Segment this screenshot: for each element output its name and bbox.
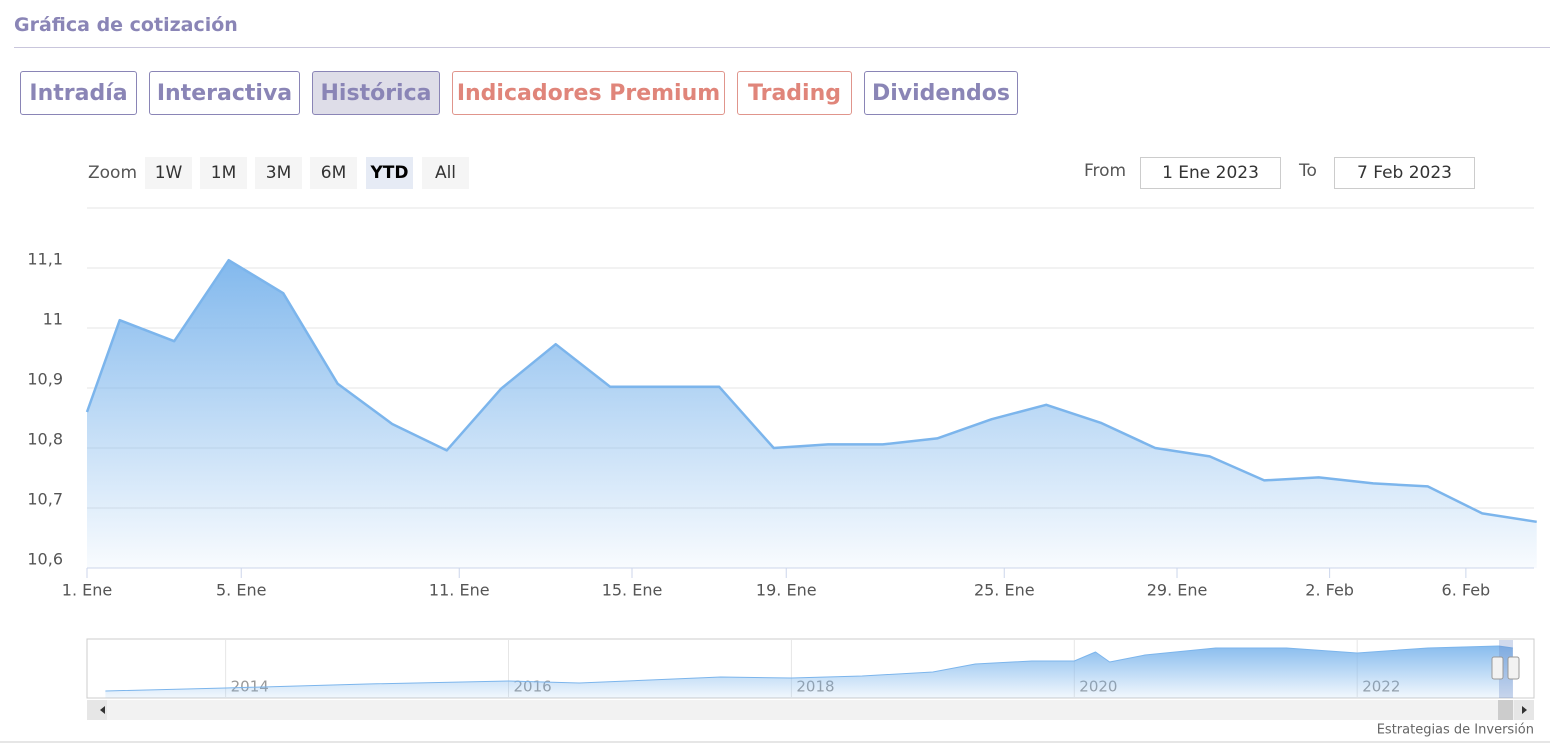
scroll-left[interactable]	[87, 700, 107, 720]
x-tick-label: 11. Ene	[429, 581, 490, 600]
y-tick-label: 10,9	[27, 370, 63, 389]
tab[interactable]: Trading	[737, 71, 852, 115]
x-tick-label: 6. Feb	[1442, 581, 1491, 600]
handle[interactable]	[1491, 656, 1504, 680]
arrow-right	[1522, 706, 1527, 714]
x-tick-label: 25. Ene	[974, 581, 1035, 600]
credit: Estrategias de Inversión	[1377, 723, 1534, 738]
from-input[interactable]: 1 Ene 2023	[1140, 157, 1281, 189]
tab[interactable]: Interactiva	[149, 71, 300, 115]
from-label: From	[1084, 161, 1127, 181]
navigator-window[interactable]	[1499, 640, 1513, 698]
line	[85, 258, 1537, 524]
area	[105, 646, 1513, 698]
to-label: To	[1299, 161, 1317, 181]
divider	[14, 47, 1550, 48]
zoom-button[interactable]: 1W	[145, 157, 192, 189]
scrollbar[interactable]	[87, 700, 1534, 720]
section-title: Gráfica de cotización	[14, 14, 238, 36]
x-tick-label: 5. Ene	[216, 581, 266, 600]
zoom-button[interactable]: All	[422, 157, 469, 189]
zoom-button[interactable]: 6M	[310, 157, 357, 189]
zoom-button[interactable]: YTD	[366, 157, 413, 189]
zoom-label: Zoom	[88, 163, 138, 183]
x-tick-label: 19. Ene	[756, 581, 817, 600]
zoom-button[interactable]: 1M	[200, 157, 247, 189]
to-input[interactable]: 7 Feb 2023	[1334, 157, 1475, 189]
x-tick-label: 1. Ene	[62, 581, 112, 600]
tab[interactable]: Dividendos	[864, 71, 1018, 115]
y-tick-label: 10,7	[27, 490, 63, 509]
y-tick-label: 10,8	[27, 430, 63, 449]
y-tick-label: 10,6	[27, 550, 63, 569]
zoom-button[interactable]: 3M	[255, 157, 302, 189]
tab[interactable]: Intradía	[20, 71, 137, 115]
y-tick-label: 11,1	[27, 250, 63, 269]
handle[interactable]	[1507, 656, 1520, 680]
x-tick-label: 15. Ene	[602, 581, 663, 600]
area	[87, 260, 1537, 568]
x-tick-label: 2. Feb	[1305, 581, 1354, 600]
tab[interactable]: Indicadores Premium	[452, 71, 725, 115]
line	[105, 645, 1513, 692]
arrow-left	[100, 706, 105, 714]
scroll-thumb[interactable]	[1498, 700, 1513, 720]
x-tick-label: 29. Ene	[1147, 581, 1208, 600]
tab[interactable]: Histórica	[312, 71, 440, 115]
y-tick-label: 11	[43, 310, 63, 329]
